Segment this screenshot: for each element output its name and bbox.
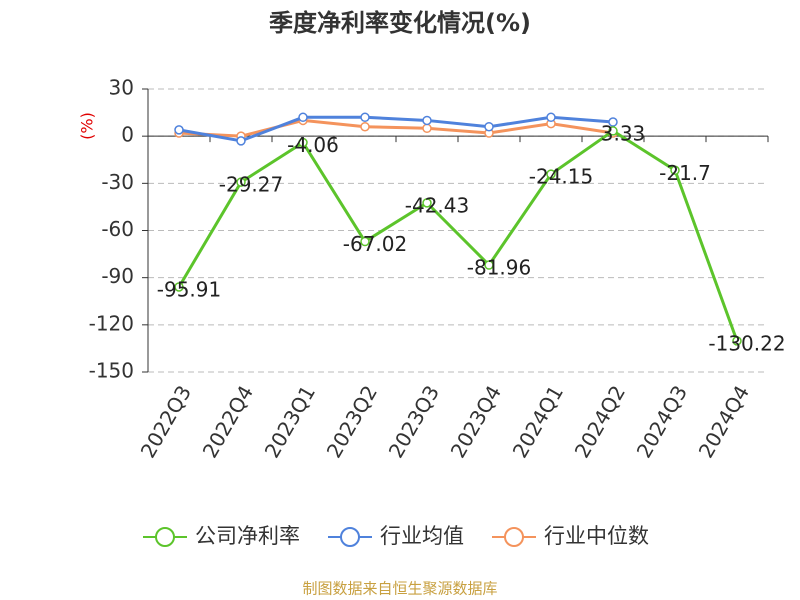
x-tick-label: 2022Q4 (198, 381, 258, 462)
legend-marker (340, 527, 360, 547)
point (484, 260, 494, 270)
x-tick-label: 2023Q3 (384, 381, 444, 462)
data-label: -21.7 (659, 161, 711, 185)
data-label: -67.02 (343, 232, 407, 256)
point (236, 136, 246, 146)
data-label: -81.96 (467, 256, 531, 280)
point (670, 165, 680, 176)
legend-label: 行业中位数 (544, 524, 649, 548)
point (608, 117, 618, 127)
data-label: -42.43 (405, 193, 469, 217)
point (422, 198, 432, 208)
data-label: -4.06 (287, 133, 339, 157)
point (732, 336, 742, 346)
point (608, 126, 618, 136)
point (546, 169, 556, 179)
point (360, 112, 370, 123)
x-tick-label: 2024Q4 (694, 381, 754, 462)
data-label: -29.27 (219, 173, 283, 197)
x-tick-label: 2024Q2 (570, 381, 630, 462)
y-tick-label: 0 (121, 123, 134, 147)
point (236, 177, 246, 187)
legend-marker (155, 527, 175, 547)
chart-title: 季度净利率变化情况(%) (269, 9, 531, 37)
y-axis-label: (%) (78, 112, 97, 140)
point (360, 236, 370, 247)
legend-label: 公司净利率 (195, 524, 300, 548)
data-label: -24.15 (529, 165, 593, 189)
point (360, 121, 370, 132)
x-tick-label: 2023Q4 (446, 381, 506, 462)
point (546, 112, 556, 123)
source-note: 制图数据来自恒生聚源数据库 (302, 580, 497, 598)
x-tick-label: 2023Q1 (260, 381, 320, 462)
point (422, 115, 432, 126)
y-tick-label: -120 (89, 311, 134, 335)
y-tick-label: -30 (101, 170, 134, 194)
y-tick-label: -150 (89, 359, 134, 383)
point (298, 112, 308, 123)
point (422, 123, 432, 134)
data-label: 3.33 (601, 121, 646, 145)
y-tick-label: -60 (101, 217, 134, 241)
data-label: -95.91 (157, 277, 221, 301)
point (484, 121, 494, 132)
x-tick-label: 2024Q1 (508, 381, 568, 462)
series-line (177, 129, 739, 342)
x-tick-label: 2023Q2 (322, 381, 382, 462)
legend-marker (504, 527, 524, 547)
x-tick-label: 2024Q3 (632, 381, 692, 462)
y-tick-label: -90 (101, 264, 134, 288)
x-tick-label: 2022Q3 (136, 381, 196, 462)
point (298, 137, 308, 148)
series-line (178, 115, 614, 143)
legend-label: 行业均值 (380, 524, 464, 548)
point (174, 125, 184, 135)
point (174, 282, 184, 292)
series-line (178, 118, 614, 138)
data-label: -130.22 (708, 331, 785, 355)
y-tick-label: 30 (109, 76, 134, 100)
